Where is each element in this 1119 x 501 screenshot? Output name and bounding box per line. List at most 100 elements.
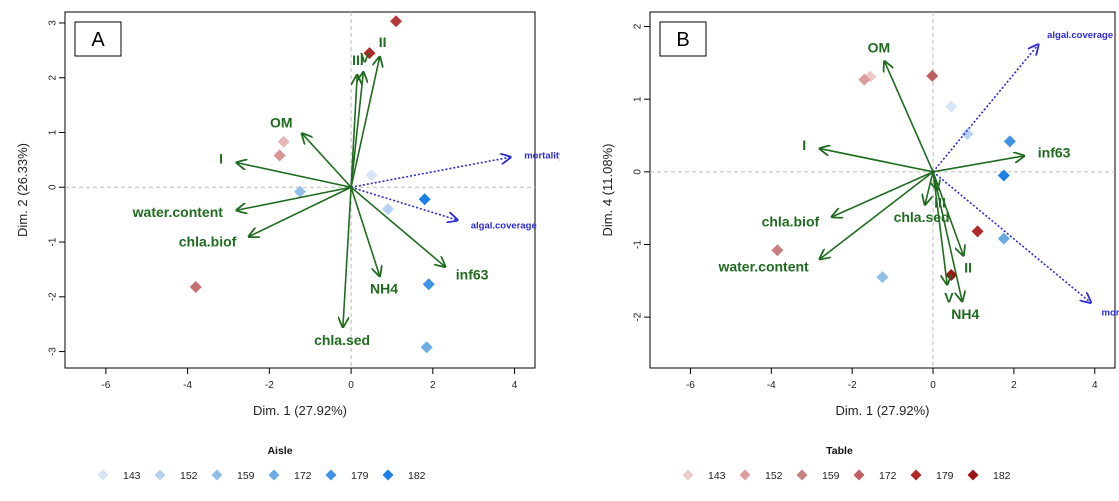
arrow-algal-coverage <box>932 45 1038 173</box>
legend-swatch-143 <box>97 469 109 481</box>
label-inf63: inf63 <box>456 267 489 283</box>
label-mortality: mortality <box>524 151 560 162</box>
legend-label-172: 172 <box>879 470 897 482</box>
label-water-content: water.content <box>132 204 224 220</box>
data-point <box>390 15 403 28</box>
x-tick-label: 0 <box>930 380 936 391</box>
legend-label-159: 159 <box>237 470 255 482</box>
legend-swatch-152 <box>154 469 166 481</box>
label-iii: III <box>934 195 946 211</box>
legend-label-152: 152 <box>765 470 783 482</box>
arrow-mortality <box>350 157 510 189</box>
label-chla-biof: chla.biof <box>179 234 237 250</box>
x-tick-label: 4 <box>512 380 518 391</box>
panel-label: A <box>91 29 105 51</box>
label-v: V <box>360 49 370 65</box>
data-point <box>997 232 1010 245</box>
label-chla-biof: chla.biof <box>762 214 820 230</box>
data-point <box>961 128 974 141</box>
x-tick-label: -4 <box>183 380 192 391</box>
x-tick-label: 2 <box>1011 380 1017 391</box>
arrow-chla-sed <box>343 187 352 327</box>
plot-frame <box>64 11 536 369</box>
label-chla-sed: chla.sed <box>894 209 950 225</box>
x-tick-label: -6 <box>686 380 695 391</box>
label-ii: II <box>379 34 387 50</box>
legend-title: Aisle <box>267 445 292 457</box>
data-point <box>189 280 202 293</box>
data-point <box>277 135 290 148</box>
label-nh4: NH4 <box>370 280 398 296</box>
panel-label: B <box>676 29 689 51</box>
label-algal-coverage: algal.coverage <box>1047 30 1113 41</box>
arrow-i <box>820 149 934 173</box>
arrow-ii <box>350 57 380 188</box>
x-tick-label: -4 <box>767 380 776 391</box>
arrow-v <box>932 171 947 285</box>
legend-swatch-143 <box>682 469 694 481</box>
label-om: OM <box>868 40 891 56</box>
legend-table: Table 143 152 159 172 179 182 <box>560 436 1119 496</box>
legend-swatch-182 <box>967 469 979 481</box>
data-point-179 <box>971 225 984 238</box>
legend-label-179: 179 <box>936 470 954 482</box>
arrow-iii <box>350 75 357 188</box>
legend-swatch-152 <box>739 469 751 481</box>
data-point <box>876 271 889 284</box>
legend-label-143: 143 <box>708 470 726 482</box>
label-i: I <box>802 137 806 153</box>
y-tick-label: 2 <box>633 23 644 29</box>
legend-swatch-179 <box>325 469 337 481</box>
y-axis-label: Dim. 2 (26.33%) <box>15 143 30 237</box>
arrow-water-content <box>820 171 934 259</box>
data-point <box>945 100 958 113</box>
legend-swatch-182 <box>382 469 394 481</box>
data-point-152 <box>381 203 394 216</box>
panel-b-chart: -6 -4 -2 0 2 4 -2 -1 0 1 2 Dim. 1 (27.92%) Dim. 4 (1… <box>600 11 1119 418</box>
data-point-172 <box>926 69 939 82</box>
data-point-159 <box>771 244 784 257</box>
label-ii: II <box>964 260 972 276</box>
legend-title: Table <box>826 445 853 457</box>
data-point <box>1003 135 1016 148</box>
panel-label-box <box>659 21 707 57</box>
label-water-content: water.content <box>717 259 809 275</box>
data-point-179 <box>422 278 435 291</box>
data-point-182 <box>418 193 431 206</box>
label-mortality: mortality <box>1102 308 1119 319</box>
y-tick-label: -1 <box>633 240 644 249</box>
legend-label-159: 159 <box>822 470 840 482</box>
panel-a-chart: -6 -4 -2 0 2 4 -3 -2 -1 0 1 2 3 Dim. 1 (27.92%) Dim. 2… <box>15 11 560 418</box>
y-tick-label: -3 <box>48 347 59 356</box>
legend-label-179: 179 <box>351 470 369 482</box>
y-tick-label: 0 <box>48 184 59 190</box>
legend-swatch-172 <box>853 469 865 481</box>
label-chla-sed: chla.sed <box>314 332 370 348</box>
x-tick-label: 0 <box>348 380 354 391</box>
legend-swatch-159 <box>211 469 223 481</box>
y-tick-label: 2 <box>48 75 59 81</box>
data-point-152 <box>858 73 871 86</box>
y-tick-label: -2 <box>48 292 59 301</box>
arrow-chla-biof <box>832 171 934 217</box>
arrow-i <box>237 163 352 189</box>
y-tick-label: 0 <box>633 169 644 175</box>
label-iii: III <box>352 52 364 68</box>
arrow-inf63 <box>932 156 1024 173</box>
y-tick-label: -1 <box>48 237 59 246</box>
arrow-nh4 <box>932 171 962 301</box>
label-i: I <box>219 151 223 167</box>
legend-label-182: 182 <box>993 470 1011 482</box>
legend-label-182: 182 <box>408 470 426 482</box>
arrow-ii <box>932 171 963 256</box>
legend-aisle: Aisle 143 152 159 172 179 182 <box>0 436 560 496</box>
legend-swatch-179 <box>910 469 922 481</box>
arrow-nh4 <box>350 187 380 276</box>
x-tick-label: 2 <box>430 380 436 391</box>
x-axis-label: Dim. 1 (27.92%) <box>836 403 930 418</box>
arrow-algal-coverage <box>350 186 457 220</box>
y-axis-label: Dim. 4 (11.08%) <box>600 144 615 237</box>
y-tick-label: 1 <box>48 129 59 135</box>
x-tick-label: -2 <box>848 380 857 391</box>
label-om: OM <box>270 114 293 130</box>
